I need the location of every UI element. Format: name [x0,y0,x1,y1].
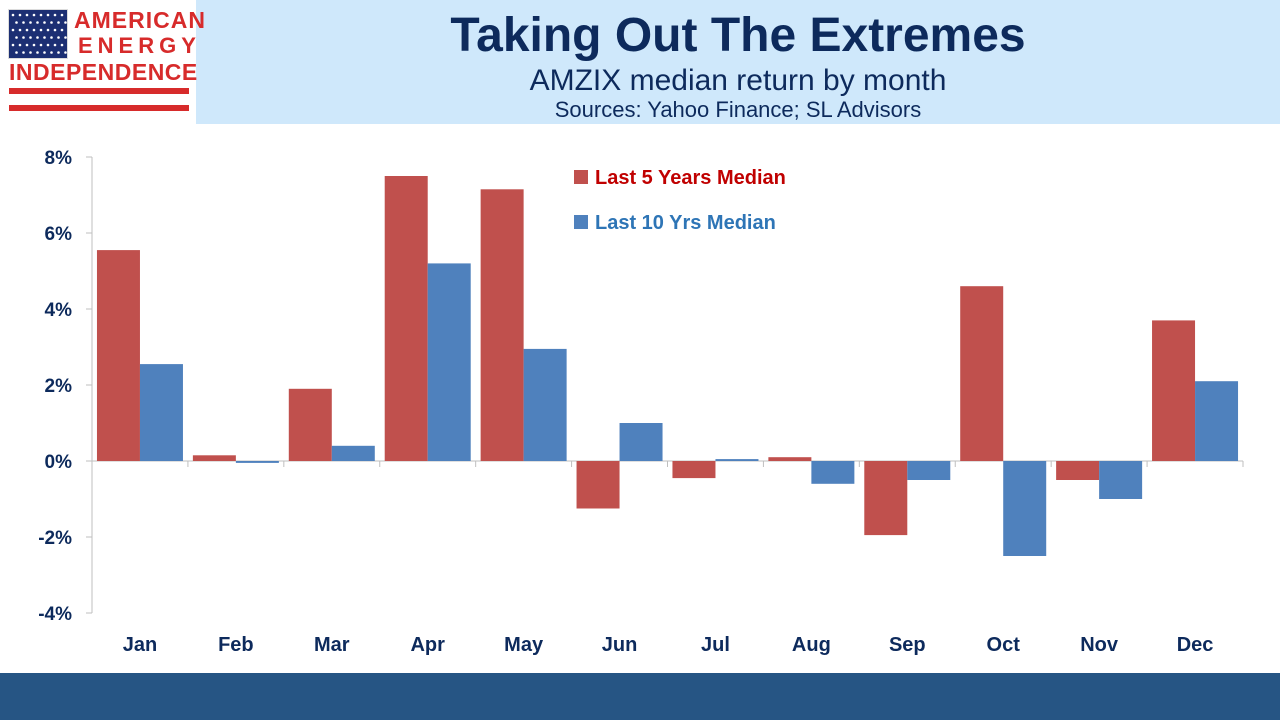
x-tick-label: Dec [1177,634,1214,656]
bar-last-5-years [960,286,1004,461]
bar-last-5-years [1056,461,1100,480]
bar-last-5-years [864,461,908,536]
x-tick-label: Oct [987,634,1021,656]
bar-last-10-years [331,445,375,461]
bar-last-5-years [288,388,332,461]
logo-stripe [9,105,189,111]
footer-band [0,673,1280,720]
us-flag-icon [8,9,68,59]
bar-last-10-years [811,461,855,484]
x-tick-label: Nov [1080,634,1119,656]
logo-line-american: AMERICAN [74,7,206,33]
header-band [196,0,1280,124]
bar-last-10-years [1003,461,1047,556]
logo-line-energy: ENERGY [78,33,201,58]
x-tick-label: May [504,634,544,656]
y-tick-label: 0% [45,452,73,473]
bar-last-10-years [235,461,279,463]
legend-label: Last 10 Yrs Median [595,212,776,234]
x-tick-label: Aug [792,634,831,656]
x-tick-label: Apr [410,634,445,656]
bar-chart: 8% 6% 4% 2% 0% -2% -4% Jan Feb Mar Apr May Jun Jul Aug… [38,148,1244,656]
x-tick-label: Jun [602,634,638,656]
bar-last-5-years [1152,320,1196,461]
chart-title: Taking Out The Extremes [450,9,1026,62]
bar-last-10-years [715,459,759,461]
x-tick-label: Jan [123,634,157,656]
bar-last-5-years [672,461,716,479]
legend-swatch [574,170,588,184]
y-tick-label: 2% [45,376,73,397]
y-tick-label: 8% [45,148,73,169]
source-note: Sources: Yahoo Finance; SL Advisors [554,97,922,122]
bar-last-5-years [96,250,140,461]
bar-last-5-years [192,455,236,461]
bar-last-10-years [523,348,567,461]
bar-last-5-years [576,461,620,509]
legend-label: Last 5 Years Median [595,167,786,189]
bar-last-10-years [907,461,951,480]
logo-line-independence: INDEPENDENCE [9,59,198,85]
x-tick-label: Feb [218,634,254,656]
y-tick-label: -4% [38,604,72,625]
bar-last-10-years [139,364,183,461]
bar-last-5-years [384,176,428,461]
legend-swatch [574,215,588,229]
bar-last-10-years [427,263,471,461]
logo: AMERICAN ENERGY INDEPENDENCE [0,0,205,124]
x-tick-label: Jul [701,634,730,656]
bar-last-10-years [619,423,663,461]
bar-last-5-years [480,189,524,462]
x-tick-label: Sep [889,634,926,656]
y-tick-label: 6% [45,224,73,245]
logo-stripe [9,88,189,94]
chart-subtitle: AMZIX median return by month [529,64,947,97]
bar-last-5-years [768,457,812,461]
y-tick-label: 4% [45,300,73,321]
x-tick-label: Mar [314,634,350,656]
y-tick-label: -2% [38,528,72,549]
bar-last-10-years [1195,381,1239,461]
bar-last-10-years [1099,461,1143,499]
